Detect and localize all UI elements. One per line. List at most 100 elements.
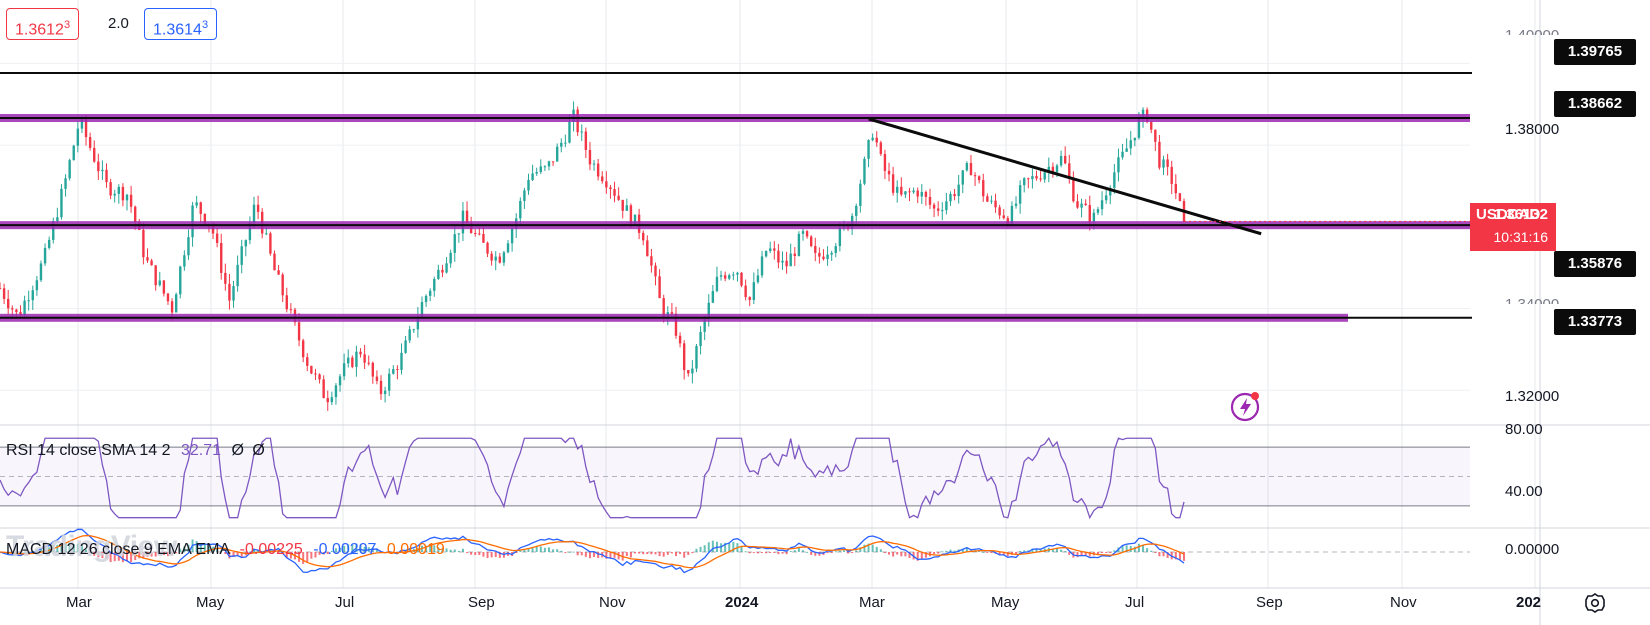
macd-histogram-bar [842, 550, 845, 552]
macd-histogram-bar [1076, 552, 1079, 558]
candle-down [465, 210, 469, 224]
candle-up [195, 202, 198, 206]
macd-histogram-bar [76, 543, 79, 552]
candle-down [883, 154, 887, 171]
macd-hist-value: -0.00225 [239, 541, 303, 558]
macd-histogram-bar [1101, 552, 1104, 553]
candle-down [474, 233, 477, 235]
macd-histogram-bar [871, 544, 874, 552]
spread-value: 2.0 [108, 15, 129, 32]
macd-histogram-bar [937, 552, 940, 554]
candle-down [805, 231, 809, 237]
macd-histogram-bar [777, 552, 780, 555]
macd-histogram-bar [814, 552, 817, 556]
time-axis-label: 2024 [725, 594, 759, 611]
macd-histogram-bar [27, 551, 30, 553]
macd-histogram-bar [756, 552, 759, 554]
macd-histogram-bar [470, 552, 473, 555]
macd-histogram-bar [847, 552, 850, 554]
bid-price-box[interactable]: 1.36123 [6, 8, 80, 40]
candle-down [2, 288, 6, 299]
candle-down [793, 253, 796, 256]
candle-down [584, 131, 588, 150]
candle-up [756, 275, 760, 283]
candle-up [949, 193, 952, 202]
candle-down [1084, 203, 1087, 206]
macd-histogram-bar [732, 541, 735, 552]
macd-histogram-bar [949, 549, 952, 552]
macd-histogram-bar [584, 552, 587, 557]
candle-up [555, 146, 559, 162]
macd-histogram-bar [863, 544, 866, 552]
candle-up [187, 237, 190, 256]
macd-histogram-bar [961, 548, 964, 552]
candle-up [633, 214, 637, 225]
macd-histogram-bar [150, 552, 153, 557]
candle-up [1010, 205, 1014, 225]
candle-down [1035, 176, 1038, 179]
candle-up [715, 276, 719, 292]
candle-down [1174, 183, 1178, 194]
candle-down [654, 265, 657, 277]
time-axis-label: Mar [66, 594, 92, 611]
rsi-legend[interactable]: RSI 14 close SMA 14 2 32.71 Ø Ø [6, 442, 265, 460]
candle-down [613, 189, 616, 196]
macd-histogram-bar [408, 549, 411, 552]
macd-histogram-bar [830, 552, 833, 553]
macd-histogram-bar [1019, 551, 1022, 553]
macd-histogram-bar [720, 543, 723, 552]
candle-up [449, 252, 452, 264]
candle-down [441, 269, 444, 273]
candle-up [510, 228, 514, 244]
lightning-icon[interactable] [1230, 390, 1262, 422]
macd-histogram-bar [146, 552, 149, 557]
ask-price: 1.3614 [153, 21, 202, 39]
ask-price-box[interactable]: 1.36143 [144, 8, 218, 40]
candle-down [1178, 193, 1182, 202]
macd-histogram-bar [330, 550, 333, 552]
gear-icon[interactable] [1584, 592, 1606, 614]
candle-up [830, 252, 833, 255]
candle-down [150, 260, 153, 266]
candle-up [437, 269, 440, 279]
candle-down [256, 204, 260, 212]
candle-down [1072, 177, 1075, 202]
macd-histogram-bar [23, 551, 26, 553]
macd-histogram-bar [797, 547, 800, 552]
macd-histogram-bar [707, 542, 710, 552]
macd-histogram-bar [662, 552, 665, 557]
macd-histogram-bar [801, 550, 804, 552]
candle-down [84, 119, 88, 138]
macd-histogram-bar [1121, 545, 1124, 552]
candle-up [400, 352, 403, 370]
macd-histogram-bar [629, 552, 632, 558]
candle-down [6, 298, 10, 309]
macd-histogram-bar [334, 548, 337, 552]
macd-histogram-bar [433, 545, 436, 552]
candle-up [23, 300, 26, 315]
macd-histogram-bar [302, 552, 305, 564]
candle-down [977, 176, 981, 181]
candle-down [1088, 205, 1091, 222]
macd-histogram-bar [568, 551, 571, 553]
candle-up [1031, 176, 1034, 180]
macd-histogram-bar [576, 552, 579, 556]
candle-up [797, 233, 801, 256]
candle-down [596, 163, 600, 177]
candle-down [326, 398, 329, 403]
candle-down [814, 246, 817, 253]
macd-histogram-bar [580, 552, 583, 556]
macd-histogram-bar [39, 548, 42, 552]
macd-histogram-bar [543, 547, 546, 552]
candle-up [703, 318, 706, 332]
bid-price-pipette: 3 [63, 19, 71, 31]
candle-down [170, 301, 174, 313]
macd-histogram-bar [1060, 549, 1063, 552]
candle-up [801, 231, 805, 234]
macd-histogram-bar [679, 552, 682, 555]
macd-histogram-bar [1105, 552, 1108, 553]
candle-up [539, 166, 542, 172]
candle-down [621, 199, 624, 211]
macd-legend[interactable]: MACD 12 26 close 9 EMA EMA -0.00225 -0.0… [6, 541, 445, 559]
